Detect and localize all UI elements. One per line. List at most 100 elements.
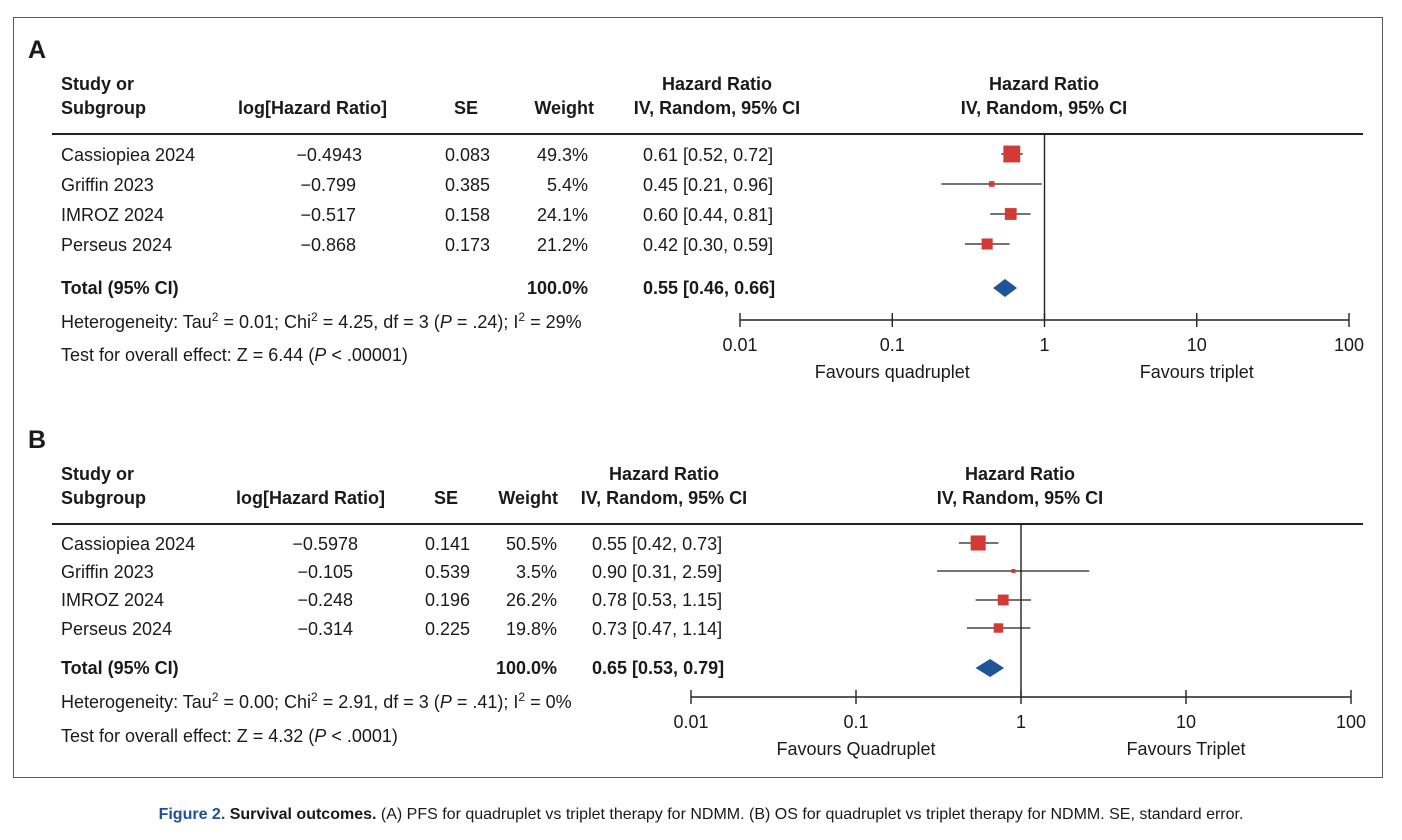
figure-caption-text: (A) PFS for quadruplet vs triplet therap… [376,806,1244,823]
overall-effect-test: Test for overall effect: Z = 6.44 (P < .… [61,345,408,365]
weight-value: 19.8% [505,619,557,639]
study-name: IMROZ 2024 [61,590,165,610]
study-marker [1003,145,1021,163]
loghr-value: −0.5978 [292,534,358,554]
total-ci: 0.65 [0.53, 0.79] [592,658,725,678]
study-marker [1011,569,1016,573]
favours-left-label: Favours Quadruplet [776,739,935,759]
total-weight: 100.0% [495,658,557,678]
study-marker [1004,208,1017,220]
heterogeneity-stats: Heterogeneity: Tau2 = 0.00; Chi2 = 2.91,… [61,690,572,712]
col-header-hr-method: IV, Random, 95% CI [580,488,748,508]
col-header-weight: Weight [534,98,594,118]
x-tick-label: 0.01 [722,335,757,355]
x-tick-label: 1 [1039,335,1049,355]
total-label: Total (95% CI) [61,278,179,298]
plot-header-hr: Hazard Ratio [988,74,1100,94]
col-header-loghr: log[Hazard Ratio] [236,488,386,508]
x-tick-label: 1 [1016,712,1026,732]
se-value: 0.196 [424,590,470,610]
header-rule [52,523,1363,525]
col-header-hr: Hazard Ratio [608,464,720,484]
study-marker [997,594,1009,606]
ci-value: 0.90 [0.31, 2.59] [592,562,723,582]
study-name: Griffin 2023 [61,562,154,582]
col-header-se: SE [453,98,478,118]
col-header-subgroup: Subgroup [61,98,146,118]
col-header-weight: Weight [498,488,558,508]
header-rule [52,133,1363,135]
ci-value: 0.42 [0.30, 0.59] [643,235,774,255]
figure-title: Survival outcomes. [229,806,377,823]
ci-value: 0.78 [0.53, 1.15] [592,590,723,610]
favours-left-label: Favours quadruplet [815,362,970,382]
col-header-subgroup: Subgroup [61,488,146,508]
total-weight: 100.0% [526,278,588,298]
loghr-value: −0.868 [300,235,356,255]
forest-plot-b: 0.01 0.1 1 10 100 Favours Quadruplet Favours T… [673,524,1366,759]
weight-value: 50.5% [505,534,557,554]
loghr-value: −0.4943 [296,145,362,165]
study-name: Cassiopiea 2024 [61,145,196,165]
study-name: Griffin 2023 [61,175,154,195]
ci-value: 0.61 [0.52, 0.72] [643,145,774,165]
col-header-study: Study or [61,464,135,484]
favours-right-label: Favours triplet [1140,362,1254,382]
favours-right-label: Favours Triplet [1126,739,1245,759]
x-tick-label: 100 [1336,712,1366,732]
plot-header-hr: Hazard Ratio [964,464,1076,484]
se-value: 0.385 [444,175,490,195]
total-label: Total (95% CI) [61,658,179,678]
weight-value: 21.2% [536,235,588,255]
x-tick-label: 0.1 [843,712,868,732]
loghr-value: −0.314 [297,619,353,639]
panel-label: B [28,426,47,454]
weight-value: 26.2% [505,590,557,610]
figure-frame [13,17,1383,778]
total-ci: 0.55 [0.46, 0.66] [643,278,776,298]
x-tick-label: 100 [1334,335,1364,355]
ci-value: 0.55 [0.42, 0.73] [592,534,723,554]
weight-value: 24.1% [536,205,588,225]
col-header-study: Study or [61,74,135,94]
heterogeneity-stats: Heterogeneity: Tau2 = 0.01; Chi2 = 4.25,… [61,310,582,332]
weight-value: 5.4% [546,175,588,195]
se-value: 0.173 [444,235,490,255]
pooled-diamond [993,279,1018,297]
figure-caption: Figure 2. Survival outcomes. (A) PFS for… [0,806,1402,824]
loghr-value: −0.799 [300,175,356,195]
study-name: IMROZ 2024 [61,205,165,225]
ci-value: 0.60 [0.44, 0.81] [643,205,774,225]
loghr-value: −0.248 [297,590,353,610]
col-header-hr-method: IV, Random, 95% CI [633,98,801,118]
weight-value: 49.3% [536,145,588,165]
loghr-value: −0.517 [300,205,356,225]
se-value: 0.141 [424,534,470,554]
x-tick-label: 10 [1176,712,1196,732]
x-tick-label: 0.01 [673,712,708,732]
overall-effect-test: Test for overall effect: Z = 4.32 (P < .… [61,726,398,746]
pooled-diamond [975,659,1005,677]
study-name: Perseus 2024 [61,619,173,639]
weight-value: 3.5% [515,562,557,582]
col-header-hr: Hazard Ratio [661,74,773,94]
study-name: Perseus 2024 [61,235,173,255]
ci-value: 0.73 [0.47, 1.14] [592,619,723,639]
col-header-se: SE [433,488,458,508]
study-marker [988,181,995,187]
col-header-loghr: log[Hazard Ratio] [238,98,388,118]
forest-plot-a: 0.01 0.1 1 10 100 Favours quadruplet Favours t… [722,134,1364,382]
plot-header-method: IV, Random, 95% CI [960,98,1128,118]
study-name: Cassiopiea 2024 [61,534,196,554]
x-tick-label: 10 [1187,335,1207,355]
study-marker [993,623,1004,633]
loghr-value: −0.105 [297,562,353,582]
plot-header-method: IV, Random, 95% CI [936,488,1104,508]
figure-label: Figure 2. [158,806,226,823]
ci-value: 0.45 [0.21, 0.96] [643,175,774,195]
study-marker [970,535,986,551]
panel-label: A [28,36,47,64]
study-marker [981,238,993,250]
se-value: 0.158 [444,205,490,225]
se-value: 0.083 [444,145,490,165]
